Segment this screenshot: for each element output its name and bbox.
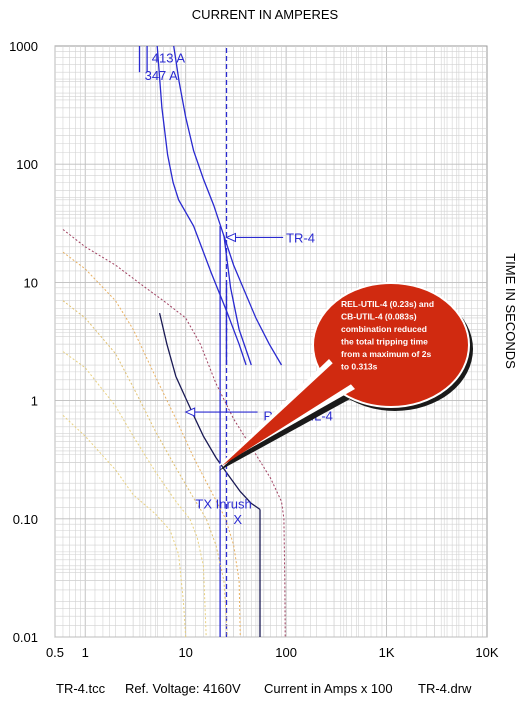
- lbl-tx-inrush: TX Inrush: [195, 496, 251, 511]
- x-tick-label: 10K: [475, 645, 498, 660]
- x-tick-label: 1K: [379, 645, 395, 660]
- y-tick-label: 1: [31, 394, 38, 409]
- x-tick-label: 10: [178, 645, 192, 660]
- callout-line: combination reduced: [341, 324, 427, 334]
- series-orange-dotted-1: [62, 251, 241, 638]
- y-tick-label: 0.01: [13, 630, 38, 645]
- footer-tcc-file: TR-4.tcc: [56, 681, 106, 696]
- series-tr4-damage-left: [156, 45, 247, 366]
- callout-group: REL-UTIL-4 (0.23s) and CB-UTIL-4 (0.083s)…: [215, 282, 473, 471]
- series-orange-dotted-3: [62, 351, 207, 638]
- chart-title: CURRENT IN AMPERES: [192, 7, 339, 22]
- x-tick-label: 1: [82, 645, 89, 660]
- series-maroon-dotted: [62, 229, 286, 638]
- y-axis-label: TIME IN SECONDS: [503, 253, 518, 369]
- lbl-413a: 413 A: [152, 50, 186, 65]
- series-tr4-inrush-step: [225, 282, 228, 365]
- x-tick-label: 0.5: [46, 645, 64, 660]
- y-tick-label: 10: [24, 275, 38, 290]
- callout-bubble: [312, 282, 470, 408]
- callout-line: the total tripping time: [341, 337, 428, 347]
- y-tick-label: 0.10: [13, 512, 38, 527]
- tx-inrush-marker: X: [233, 512, 242, 527]
- callout-line: to 0.313s: [341, 362, 378, 372]
- footer-ref-voltage: Ref. Voltage: 4160V: [125, 681, 241, 696]
- series-tr4-inner: [223, 235, 252, 366]
- callout-line: CB-UTIL-4 (0.083s): [341, 312, 417, 322]
- y-tick-label: 100: [16, 157, 38, 172]
- lbl-tr4: TR-4: [286, 230, 315, 245]
- lbl-347a: 347 A: [145, 68, 179, 83]
- tr4-pointer-arrow: [225, 232, 237, 243]
- series-orange-dotted-4: [62, 415, 187, 638]
- callout-tail-fill: [221, 363, 353, 466]
- series-tr4-damage-right: [173, 45, 283, 366]
- series-rel-util-4: [158, 312, 261, 510]
- series-orange-dotted-2: [62, 300, 228, 638]
- rel-util-4-pointer-arrow: [184, 407, 196, 417]
- footer-current-note: Current in Amps x 100: [264, 681, 393, 696]
- footer-drw-file: TR-4.drw: [418, 681, 472, 696]
- x-tick-label: 100: [275, 645, 297, 660]
- callout-line: REL-UTIL-4 (0.23s) and: [341, 299, 434, 309]
- tick-labels: 0.5 1 10 100 1K 10K 0.01 0.10 1 10 100 1000: [9, 39, 499, 660]
- callout-line: from a maximum of 2s: [341, 349, 431, 359]
- y-tick-label: 1000: [9, 39, 38, 54]
